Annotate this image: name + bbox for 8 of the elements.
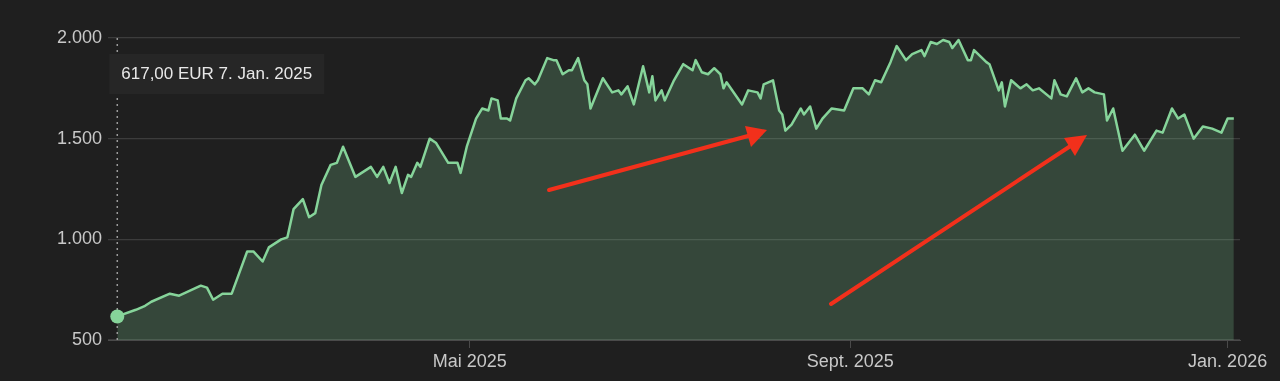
annotation: 617,00 EUR 7. Jan. 2025: [121, 63, 313, 83]
x-tick-label: Mai 2025: [432, 350, 507, 371]
y-tick-label: 1.000: [56, 228, 102, 249]
x-tick-label: Sept. 2025: [806, 350, 894, 371]
x-tick-label: Jan. 2026: [1188, 350, 1268, 371]
y-tick-label: 2.000: [56, 26, 102, 47]
y-tick-label: 1.500: [56, 127, 102, 148]
y-tick-label: 500: [71, 328, 102, 349]
